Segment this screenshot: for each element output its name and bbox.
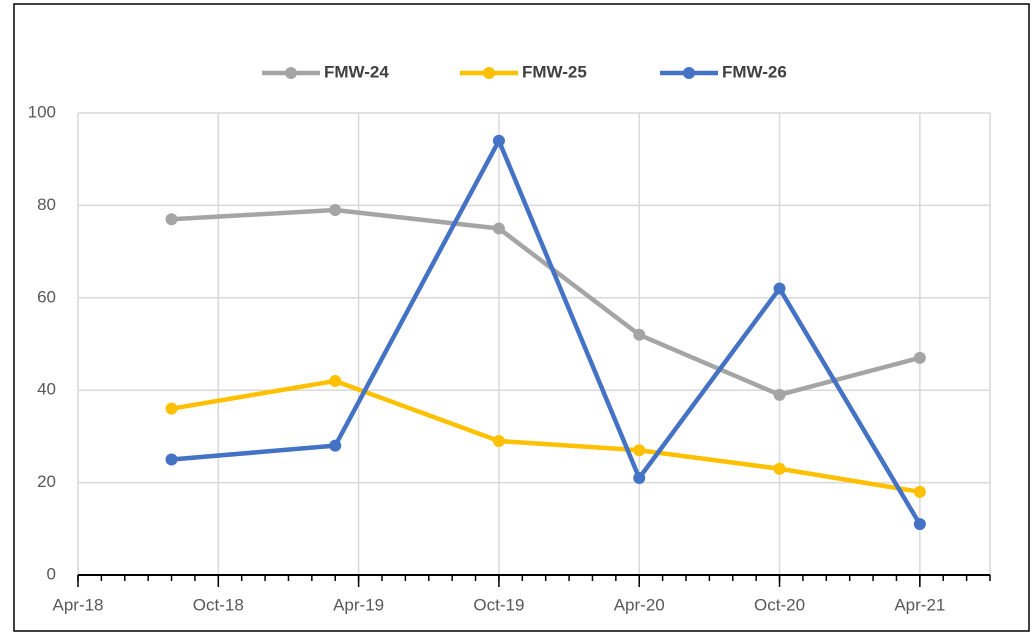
- point: [773, 388, 786, 401]
- point: [165, 453, 178, 466]
- point: [165, 402, 178, 415]
- point: [329, 204, 342, 217]
- point: [492, 134, 505, 147]
- y-tick-label: 60: [37, 287, 56, 306]
- point: [773, 462, 786, 475]
- legend-marker: [683, 67, 695, 79]
- legend-label: FMW-26: [722, 62, 787, 81]
- lines: [165, 134, 926, 531]
- x-tick-label: Oct-19: [473, 595, 524, 614]
- point: [165, 213, 178, 226]
- chart-frame: [13, 3, 1030, 632]
- series-line: [171, 138, 922, 526]
- point: [773, 282, 786, 295]
- y-tick-label: 80: [37, 195, 56, 214]
- legend-marker: [285, 67, 297, 79]
- x-tick-label: Apr-21: [894, 595, 945, 614]
- point: [329, 374, 342, 387]
- legend: FMW-24 FMW-25 FMW-26: [262, 62, 787, 81]
- y-tick-label: 40: [37, 380, 56, 399]
- legend-marker: [483, 67, 495, 79]
- legend-label: FMW-25: [522, 62, 587, 81]
- point: [633, 328, 646, 341]
- x-tick-label: Apr-20: [614, 595, 665, 614]
- point: [633, 444, 646, 457]
- point: [633, 471, 646, 484]
- y-tick-label: 0: [47, 564, 56, 583]
- point: [492, 222, 505, 235]
- y-tick-label: 100: [28, 102, 56, 121]
- series-line: [171, 378, 921, 495]
- x-tick-label: Apr-19: [333, 595, 384, 614]
- x-tick-label: Apr-18: [52, 595, 103, 614]
- point: [492, 435, 505, 448]
- x-tick-label: Oct-20: [754, 595, 805, 614]
- x-tick-label: Oct-18: [193, 595, 244, 614]
- legend-label: FMW-24: [324, 62, 389, 81]
- axes: 0 20 40 60 80 100 Apr-18 Oct-18 Apr-19 Oct-19 Apr-…: [28, 102, 991, 614]
- point: [913, 351, 926, 364]
- series-line: [171, 207, 921, 398]
- point: [329, 439, 342, 452]
- y-tick-label: 20: [37, 472, 56, 491]
- point: [913, 518, 926, 531]
- grid: [77, 112, 991, 576]
- point: [913, 485, 926, 498]
